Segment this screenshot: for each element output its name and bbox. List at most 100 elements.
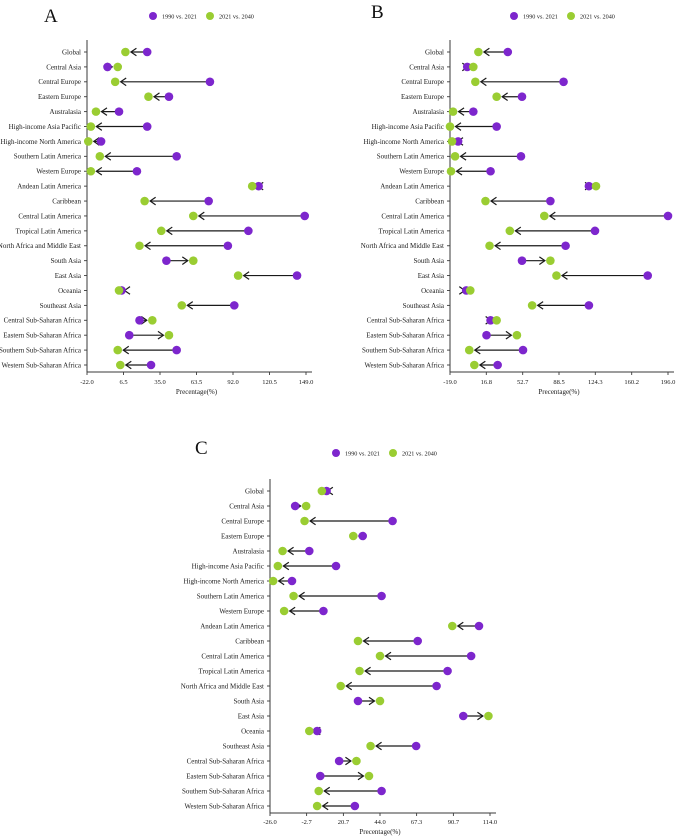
change-arrow-head (375, 741, 382, 751)
dot-1990-2021 (503, 47, 513, 57)
region-label: Central Europe (401, 78, 444, 86)
dot-1990-2021 (411, 741, 421, 751)
change-arrow-head (362, 636, 370, 646)
x-tick-label: 20.7 (338, 819, 350, 826)
x-tick-label: 63.5 (191, 379, 202, 386)
dot-2021-2040 (474, 47, 483, 57)
dot-2021-2040 (512, 330, 522, 340)
change-arrow-head (140, 315, 148, 325)
legend-dot-1990-2021 (332, 449, 340, 457)
dot-1990-2021 (517, 92, 527, 102)
dot-1990-2021 (546, 196, 555, 206)
dumbbell-row: Central Latin America (201, 651, 476, 660)
dot-2021-2040 (279, 606, 289, 616)
dot-2021-2040 (527, 301, 537, 310)
dumbbell-row: Oceania (421, 286, 475, 295)
dot-2021-2040 (233, 271, 243, 280)
x-tick-label: 196.0 (661, 379, 676, 386)
region-label: North Africa and Middle East (361, 242, 444, 250)
change-arrow-head (478, 360, 486, 370)
dumbbell-row: Global (62, 47, 152, 57)
region-label: Eastern Sub-Saharan Africa (3, 332, 82, 340)
dot-1990-2021 (229, 301, 239, 310)
dumbbell-row: Southern Sub-Saharan Africa (0, 345, 181, 355)
region-label: Southern Latin America (14, 153, 82, 161)
dot-1990-2021 (559, 77, 568, 87)
dot-1990-2021 (663, 211, 673, 221)
x-axis-title: Precentage(%) (176, 388, 218, 396)
change-arrow-head (560, 271, 568, 280)
dot-1990-2021 (315, 771, 325, 781)
dot-2021-2040 (304, 726, 314, 736)
dot-2021-2040 (348, 531, 358, 541)
dot-2021-2040 (552, 271, 561, 280)
region-label: Central Sub-Saharan Africa (4, 317, 82, 325)
x-tick-label: -19.0 (443, 379, 457, 386)
dot-2021-2040 (591, 181, 601, 191)
dot-1990-2021 (493, 360, 502, 370)
dot-1990-2021 (458, 711, 468, 721)
region-label: Southern Sub-Saharan Africa (0, 346, 82, 354)
dumbbell-row: Eastern Sub-Saharan Africa (366, 330, 522, 340)
change-arrow-head (287, 546, 294, 556)
region-label: East Asia (418, 272, 445, 280)
x-tick-label: 44.0 (374, 819, 385, 826)
change-arrow-head (459, 152, 467, 161)
dumbbell-row: High-income Asia Pacific (9, 122, 152, 131)
dot-2021-2040 (140, 196, 149, 206)
dot-2021-2040 (86, 166, 96, 176)
dumbbell-row: Western Europe (219, 606, 328, 616)
legend-dot-2021-2040 (206, 12, 214, 20)
change-arrow-head (277, 576, 285, 586)
region-label: Central Sub-Saharan Africa (187, 757, 265, 765)
dumbbell-row: Australasia (233, 546, 314, 556)
dumbbell-row: Western Europe (399, 166, 495, 176)
legend-label: 2021 vs. 2040 (219, 13, 254, 20)
dot-1990-2021 (492, 122, 501, 131)
x-tick-label: -26.0 (263, 819, 277, 826)
dot-1990-2021 (254, 181, 263, 191)
dumbbell-row: Tropical Latin America (16, 226, 253, 235)
legend-label: 1990 vs. 2021 (345, 450, 380, 457)
region-label: Western Europe (399, 168, 444, 176)
change-arrow-head (124, 360, 132, 370)
dot-2021-2040 (121, 47, 130, 57)
region-label: Western Sub-Saharan Africa (184, 802, 264, 810)
change-arrow-head (345, 756, 352, 766)
dumbbell-row: Eastern Europe (221, 531, 368, 541)
x-axis-title: Precentage(%) (359, 828, 401, 836)
legend-label: 1990 vs. 2021 (523, 13, 558, 20)
dumbbell-row: South Asia (233, 696, 385, 706)
dot-1990-2021 (164, 92, 174, 102)
dot-1990-2021 (518, 345, 528, 355)
region-label: High-income Asia Pacific (192, 562, 264, 570)
change-arrow-head (501, 92, 508, 102)
dot-1990-2021 (584, 181, 594, 191)
dot-1990-2021 (172, 345, 181, 355)
dot-1990-2021 (517, 256, 527, 265)
change-arrow-head (157, 330, 165, 340)
dot-1990-2021 (486, 315, 495, 325)
x-tick-label: 16.8 (481, 379, 492, 386)
region-label: South Asia (50, 257, 81, 265)
dot-2021-2040 (445, 122, 455, 131)
dot-2021-2040 (505, 226, 515, 236)
region-label: Central Latin America (18, 212, 81, 220)
dot-2021-2040 (144, 92, 153, 102)
dot-2021-2040 (113, 345, 123, 355)
dumbbell-row: Eastern Sub-Saharan Africa (3, 330, 174, 340)
change-arrow-head (457, 107, 465, 116)
dumbbell-row: Australasia (413, 107, 478, 116)
region-label: Central Latin America (201, 652, 264, 660)
change-arrow-head (455, 166, 463, 176)
dot-1990-2021 (331, 561, 341, 571)
region-label: Central Sub-Saharan Africa (367, 317, 445, 325)
dot-2021-2040 (375, 696, 385, 706)
dumbbell-row: Andean Latin America (17, 181, 264, 191)
dumbbell-row: South Asia (413, 256, 555, 265)
change-arrow-head (321, 801, 329, 811)
dot-2021-2040 (469, 62, 478, 72)
dumbbell-row: Southeast Asia (40, 301, 239, 310)
region-label: High-income Asia Pacific (372, 123, 444, 131)
